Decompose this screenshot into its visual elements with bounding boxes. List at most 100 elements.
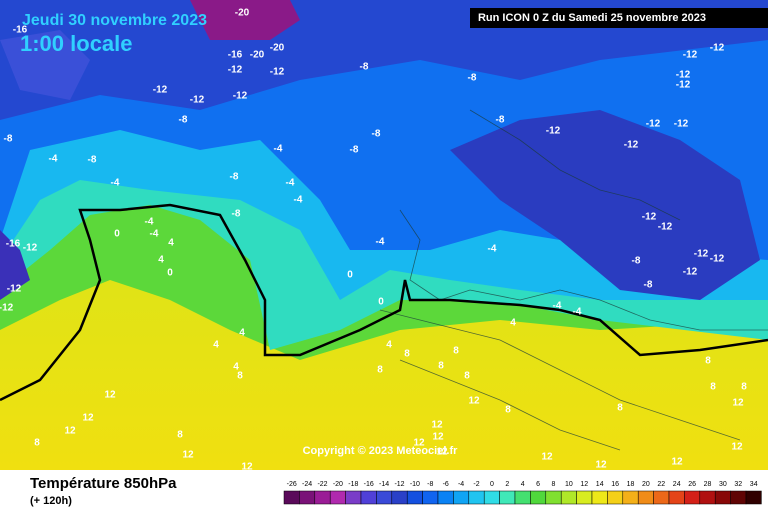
colorbar-label: 6 [536, 481, 540, 488]
temperature-label: 4 [233, 362, 239, 373]
colorbar-swatch [283, 490, 300, 505]
colorbar-swatch [730, 490, 747, 505]
temperature-labels: -20-16-16 -20-20-12 -12 -8-8-12-12-12-12-12… [0, 8, 747, 473]
colorbar-label: -22 [317, 481, 327, 488]
temperature-label: -12 [0, 303, 14, 314]
temperature-label: 8 [453, 346, 459, 357]
colorbar-swatch [483, 490, 500, 505]
colorbar-label: 28 [704, 481, 712, 488]
temperature-label: -12 [658, 222, 673, 233]
colorbar-swatch [468, 490, 485, 505]
colorbar-label: -8 [427, 481, 433, 488]
temperature-label: -8 [372, 129, 381, 140]
temperature-label: -20 [270, 43, 285, 54]
temperature-label: -8 [350, 145, 359, 156]
temperature-label: -12 [683, 267, 698, 278]
temperature-label: -12 [642, 212, 657, 223]
colorbar-label: 8 [552, 481, 556, 488]
colorbar-label: -24 [302, 481, 312, 488]
colorbar-swatch [437, 490, 454, 505]
colorbar-swatch [406, 490, 423, 505]
temperature-label: -8 [632, 256, 641, 267]
temperature-label: 8 [237, 371, 243, 382]
temperature-label: -4 [294, 195, 303, 206]
colorbar-swatch [637, 490, 654, 505]
temperature-label: 8 [377, 365, 383, 376]
colorbar-swatch [545, 490, 562, 505]
temperature-label: -8 [179, 115, 188, 126]
temperature-field [0, 0, 768, 470]
colorbar-swatch [684, 490, 701, 505]
temperature-label: 4 [239, 328, 245, 339]
forecast-time: 1:00 locale [20, 31, 133, 56]
temperature-label: -8 [468, 73, 477, 84]
temperature-label: 12 [182, 450, 194, 461]
temperature-label: -8 [230, 172, 239, 183]
temperature-label: -12 [676, 70, 691, 81]
colorbar-label: 30 [719, 481, 727, 488]
temperature-label: -4 [573, 307, 582, 318]
colorbar-swatch [314, 490, 331, 505]
temperature-label: -4 [150, 229, 159, 240]
temperature-label: 4 [510, 318, 516, 329]
colorbar-label: 12 [580, 481, 588, 488]
temperature-label: -8 [644, 280, 653, 291]
colorbar-swatch [499, 490, 516, 505]
colorbar-label: -26 [287, 481, 297, 488]
temperature-label: -12 [546, 126, 561, 137]
temperature-label: -12 [624, 140, 639, 151]
colorbar-label: 18 [627, 481, 635, 488]
temperature-label: 8 [617, 403, 623, 414]
colorbar-swatch [345, 490, 362, 505]
run-info: Run ICON 0 Z du Samedi 25 novembre 2023 [478, 12, 706, 24]
temperature-label: 4 [213, 340, 219, 351]
temperature-label: -12 [676, 80, 691, 91]
footer-subtitle: (+ 120h) [30, 495, 72, 507]
colorbar-label: -18 [348, 481, 358, 488]
temperature-label: 8 [438, 361, 444, 372]
temperature-label: 8 [741, 382, 747, 393]
temperature-label: -12 [228, 65, 243, 76]
colorbar-label: 0 [490, 481, 494, 488]
colorbar-swatch [376, 490, 393, 505]
temperature-label: 12 [82, 413, 94, 424]
colorbar: -26 -24 -22 -20 -18 -16 -14 -12 -10 -8 -6 -4 -2 0 2 4 6 8… [283, 481, 762, 505]
colorbar-swatch [745, 490, 762, 505]
temperature-label: 12 [413, 438, 425, 449]
temperature-label: 4 [386, 340, 392, 351]
temperature-label: -4 [286, 178, 295, 189]
temperature-label: -12 [270, 67, 285, 78]
temperature-label: 8 [177, 430, 183, 441]
colorbar-label: -20 [333, 481, 343, 488]
temperature-label: -12 [710, 254, 725, 265]
temperature-label: -12 [7, 284, 22, 295]
temperature-label: 12 [64, 426, 76, 437]
temperature-label: -16 [6, 239, 21, 250]
temperature-label: 12 [104, 390, 116, 401]
temperature-label: 0 [114, 229, 120, 240]
temperature-label: -8 [88, 155, 97, 166]
run-banner [470, 8, 768, 28]
colorbar-swatch [653, 490, 670, 505]
temperature-label: 4 [158, 255, 164, 266]
colorbar-label: -14 [379, 481, 389, 488]
temperature-label: 8 [705, 356, 711, 367]
temperature-label: 0 [347, 270, 353, 281]
temperature-label: 12 [432, 432, 444, 443]
colorbar-swatch [699, 490, 716, 505]
colorbar-label: 24 [673, 481, 681, 488]
zero-isotherm [0, 203, 768, 402]
colorbar-label: -10 [410, 481, 420, 488]
colorbar-swatch [591, 490, 608, 505]
temperature-label: -12 [674, 119, 689, 130]
colorbar-swatch [360, 490, 377, 505]
temperature-label: -8 [4, 134, 13, 145]
temperature-label: 12 [431, 420, 443, 431]
temperature-label: -4 [49, 154, 58, 165]
colorbar-swatch [607, 490, 624, 505]
temperature-label: 8 [34, 438, 40, 449]
temperature-label: 12 [732, 398, 744, 409]
colorbar-swatch [622, 490, 639, 505]
